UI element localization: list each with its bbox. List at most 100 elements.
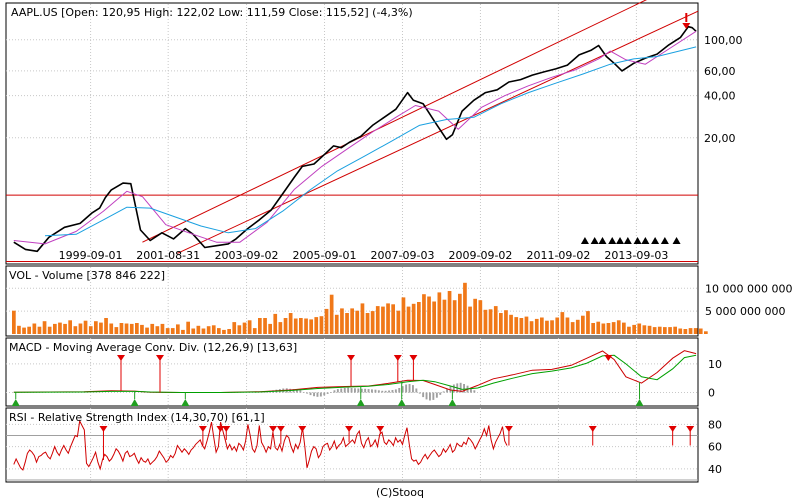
volume-bar-59 — [314, 317, 319, 334]
price-panel: 100,00 60,00 40,00 20,00 1999-09-01 2001-08-3… — [5, 0, 743, 265]
volume-bar-87 — [458, 293, 462, 334]
volume-bar-69 — [365, 313, 370, 334]
rsi-sell-marker-6 — [298, 426, 307, 432]
volume-bar-124 — [647, 325, 652, 334]
price-series — [13, 25, 697, 253]
volume-bar-45 — [242, 322, 247, 334]
rsi-sell-marker-9 — [504, 426, 513, 432]
volume-bar-76 — [401, 297, 406, 334]
macd-histogram-bar-85 — [302, 392, 305, 393]
macd-histogram-bar-100 — [354, 388, 356, 393]
volume-bar-6 — [42, 321, 47, 334]
macd-histogram — [241, 382, 476, 401]
price-y-tick-label-1: 60,00 — [704, 65, 736, 78]
volume-bar-112 — [586, 311, 590, 334]
macd-histogram-bar-118 — [415, 388, 418, 393]
rsi-sell-marker-4 — [269, 426, 278, 432]
bottom-signal-marker-4 — [616, 237, 625, 244]
volume-bar-88 — [463, 282, 467, 334]
volume-bar-109 — [570, 322, 575, 334]
macd-histogram-bar-97 — [343, 388, 346, 393]
series-ma_short-line — [13, 30, 697, 245]
volume-bar-8 — [53, 323, 57, 334]
volume-bar-57 — [304, 318, 308, 334]
volume-bar-119 — [622, 322, 626, 334]
rsi-panel-title: RSI - Relative Strength Index (14,30,70)… — [9, 411, 265, 424]
volume-bar-105 — [550, 320, 554, 334]
volume-bar-129 — [673, 326, 677, 334]
rsi-sell-marker-8 — [376, 426, 385, 432]
volume-bar-19 — [109, 323, 114, 334]
bottom-signal-marker-1 — [590, 237, 599, 244]
volume-bar-73 — [386, 303, 390, 334]
volume-bar-43 — [232, 322, 237, 334]
volume-bar-86 — [452, 300, 457, 334]
price-x-tick-label-5: 2009-09-02 — [448, 249, 512, 262]
rsi-sell-marker-12 — [686, 426, 695, 432]
price-x-tick-label-6: 2011-09-02 — [526, 249, 590, 262]
macd-histogram-bar-88 — [313, 392, 315, 397]
macd-histogram-bar-90 — [319, 392, 322, 397]
volume-bar-18 — [104, 318, 108, 334]
volume-bar-48 — [258, 318, 262, 334]
volume-bar-98 — [514, 317, 519, 334]
series-price-line — [13, 25, 697, 253]
macd-histogram-bar-102 — [360, 388, 363, 393]
volume-bar-103 — [540, 317, 544, 334]
bottom-signal-marker-8 — [651, 237, 660, 244]
volume-bar-28 — [155, 326, 160, 334]
volume-bar-9 — [58, 322, 62, 334]
macd-series — [13, 350, 697, 393]
volume-bar-30 — [165, 328, 170, 334]
volume-bar-35 — [191, 328, 196, 334]
volume-bar-107 — [560, 312, 565, 334]
volume-bar-126 — [657, 326, 662, 334]
bottom-signal-marker-9 — [660, 237, 669, 244]
volume-bar-15 — [88, 326, 93, 334]
volume-bar-54 — [288, 313, 293, 334]
macd-histogram-bar-119 — [418, 392, 421, 394]
volume-bar-22 — [124, 323, 129, 334]
macd-histogram-bar-106 — [374, 389, 377, 393]
bottom-signal-marker-6 — [633, 237, 642, 244]
volume-bar-84 — [442, 299, 447, 334]
volume-bar-121 — [632, 324, 636, 334]
volume-bar-25 — [140, 324, 144, 334]
volume-bar-106 — [555, 317, 560, 334]
series-signal-line — [13, 354, 697, 393]
macd-histogram-bar-84 — [299, 390, 302, 393]
volume-bar-23 — [129, 323, 134, 334]
volume-bar-135 — [704, 331, 708, 334]
volume-bar-7 — [47, 326, 52, 334]
volume-bar-51 — [273, 313, 278, 334]
volume-bar-46 — [247, 320, 252, 334]
volume-y-tick-label-1: 5 000 000 000 — [705, 305, 785, 318]
volume-bar-114 — [596, 321, 601, 334]
price-x-tick-label-7: 2013-09-03 — [604, 249, 668, 262]
macd-histogram-bar-114 — [401, 386, 404, 393]
macd-histogram-bar-126 — [442, 391, 445, 393]
price-panel-title: AAPL.US [Open: 120,95 High: 122,02 Low: … — [11, 6, 413, 19]
macd-histogram-bar-86 — [306, 392, 309, 394]
volume-y-tick-label-0: 10 000 000 000 — [705, 282, 792, 295]
volume-bar-50 — [268, 323, 272, 334]
volume-bar-58 — [309, 319, 313, 334]
volume-bar-42 — [227, 329, 231, 334]
volume-bar-3 — [27, 326, 31, 334]
macd-buy-marker-6 — [635, 399, 644, 406]
volume-bar-39 — [211, 325, 216, 334]
volume-bar-90 — [473, 298, 477, 334]
rsi-sell-marker-2 — [216, 426, 225, 432]
macd-histogram-bar-131 — [459, 382, 462, 393]
volume-bar-70 — [370, 311, 375, 334]
macd-histogram-bar-83 — [296, 389, 298, 393]
macd-histogram-bar-98 — [347, 387, 350, 393]
copyright-footer: (C)Stooq — [375, 486, 424, 499]
volume-bar-47 — [252, 328, 257, 334]
macd-buy-marker-5 — [448, 399, 457, 406]
volume-bar-61 — [324, 308, 329, 334]
macd-histogram-bar-125 — [439, 392, 442, 395]
volume-bar-79 — [417, 302, 421, 334]
volume-bar-31 — [170, 328, 175, 334]
